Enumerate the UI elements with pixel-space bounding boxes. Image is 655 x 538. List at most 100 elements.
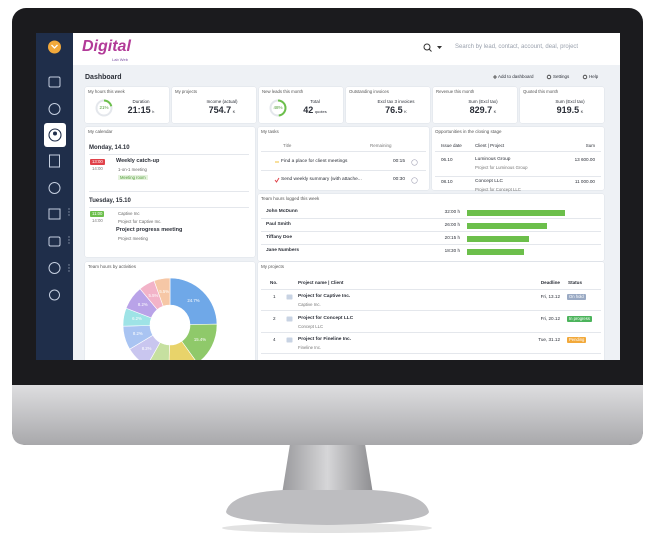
kpi-value: 829.7 K xyxy=(470,106,497,115)
hours-label: 18:30 h xyxy=(444,248,460,253)
kpi-value: 919.5 K xyxy=(557,106,584,115)
search-input[interactable]: Search by lead, contact, account, deal, … xyxy=(455,44,579,50)
client-name: Captive Inc. xyxy=(298,302,321,307)
project-name[interactable]: Project for Concept LLC xyxy=(298,315,354,321)
folder xyxy=(286,294,293,300)
stand-neck xyxy=(282,444,373,494)
task-title[interactable]: Send weekly summary (with attache... xyxy=(281,177,362,182)
row-number: 4 xyxy=(273,337,276,342)
deadline: Fri, 13.12 xyxy=(540,294,560,299)
kpi-card xyxy=(85,87,169,123)
kpi-label: Total xyxy=(310,99,320,104)
messages-icon[interactable] xyxy=(48,236,61,247)
help-button[interactable]: Help xyxy=(589,74,599,79)
projects-icon[interactable] xyxy=(48,208,61,220)
task-remaining: 00:30 xyxy=(393,177,406,182)
contacts-icon[interactable] xyxy=(48,103,61,115)
slice-label: 8.2% xyxy=(141,345,152,351)
kpi-number: 42 xyxy=(303,105,314,115)
task-title[interactable]: Find a place for client meetings xyxy=(281,159,348,164)
member-name: Tiffany Doe xyxy=(266,235,293,240)
kpi-card xyxy=(172,87,256,123)
column-header: Remaining xyxy=(370,143,392,148)
kpi-number: 76.5 xyxy=(385,105,403,115)
donut-slice xyxy=(181,323,218,360)
folder xyxy=(286,337,293,343)
donut-slice xyxy=(168,340,196,360)
column-header: Sum xyxy=(585,143,595,148)
status-badge: On hold xyxy=(567,294,586,301)
panel-title: Team hours by activities xyxy=(88,264,137,269)
settings-button[interactable]: Settings xyxy=(553,74,570,79)
project-name: Project for Luminous Group xyxy=(475,165,528,170)
gauge-label: 48% xyxy=(273,104,283,110)
check xyxy=(274,177,280,183)
slice-label: 6.2% xyxy=(132,316,142,322)
project-name[interactable]: Project for Captive Inc. xyxy=(298,294,351,299)
kpi-unit: h xyxy=(152,109,155,114)
app-icon[interactable] xyxy=(48,40,61,54)
row-number: 1 xyxy=(273,294,276,299)
deadline: Tue, 31.12 xyxy=(538,337,560,342)
event-type: 1-on-1 meeting xyxy=(118,167,147,172)
search-icon[interactable] xyxy=(423,43,431,51)
calendar-icon[interactable] xyxy=(48,76,61,88)
opportunities-panel xyxy=(432,127,604,190)
kpi-number: 754.7 xyxy=(208,105,232,115)
kpi-number: 919.5 xyxy=(556,105,580,115)
folder-icon xyxy=(286,294,293,300)
project-name[interactable]: Project for Fineline Inc. xyxy=(298,337,352,342)
hours-bar xyxy=(467,235,530,242)
projects-panel xyxy=(258,262,604,360)
clock-icon xyxy=(411,177,418,184)
kpi-unit: K xyxy=(404,109,407,114)
gauge-arc xyxy=(269,99,287,117)
company-icon[interactable] xyxy=(49,154,60,168)
kpi-card xyxy=(259,87,343,123)
tasks-panel xyxy=(258,127,429,190)
kpi-value: 754.7 K xyxy=(209,106,236,115)
panel-title: My tasks xyxy=(261,129,279,134)
folder-icon xyxy=(286,316,293,321)
divider xyxy=(89,191,249,192)
divider xyxy=(261,331,601,332)
hours-bar xyxy=(467,209,565,216)
open-icon xyxy=(275,161,279,163)
kpi-card xyxy=(520,87,604,123)
deadline: Fri, 20.12 xyxy=(540,315,560,321)
divider xyxy=(435,151,601,152)
divider xyxy=(261,218,601,219)
settings-icon[interactable] xyxy=(49,289,60,301)
sum: 11 000.00 xyxy=(574,179,595,184)
kpi-label: Income (actual) xyxy=(206,99,238,104)
folder-icon xyxy=(286,337,293,343)
clock-icon xyxy=(411,159,418,166)
kpi-title: New leads this month xyxy=(262,89,304,94)
clock xyxy=(411,177,418,184)
slice-label: 5.5% xyxy=(159,288,170,294)
screen: Digital Lab Web Search by lead, contact, a… xyxy=(36,33,620,360)
slice-label: 8.2% xyxy=(137,302,148,308)
add-button[interactable]: Add to dashboard xyxy=(498,74,534,79)
divider xyxy=(261,151,426,152)
divider xyxy=(261,231,601,232)
column-header: Deadline xyxy=(540,280,560,285)
divider xyxy=(261,170,426,171)
divider xyxy=(261,310,601,311)
divider xyxy=(435,176,601,177)
top-bar xyxy=(73,33,620,65)
event-start: 11:00 xyxy=(90,211,105,218)
day-heading: Monday, 14.10 xyxy=(89,145,130,151)
deals-icon[interactable] xyxy=(48,182,61,194)
slice-label: 15.4% xyxy=(193,336,207,342)
column-header: Status xyxy=(568,280,583,285)
kpi-label: Sum (Excl tax) xyxy=(468,99,498,104)
event-project: Project for Captive Inc. xyxy=(118,219,162,224)
stand-shadow xyxy=(222,523,432,533)
sum: 13 600.00 xyxy=(574,157,595,162)
panel-title: Opportunities in the closing stage xyxy=(435,129,502,134)
stand-base xyxy=(226,490,429,525)
reports-icon[interactable] xyxy=(48,262,61,274)
kpi-label: Sum (Excl tax) xyxy=(555,99,585,104)
gauge-label: 21% xyxy=(99,104,109,110)
